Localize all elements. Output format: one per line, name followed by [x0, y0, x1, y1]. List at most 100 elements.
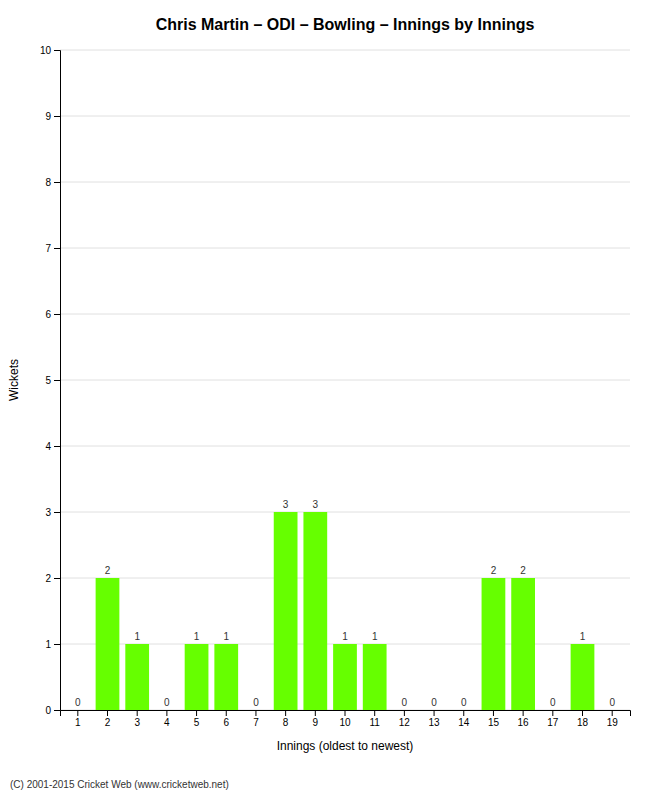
bar	[214, 644, 238, 710]
tick-label: 2	[105, 717, 111, 728]
grid-line	[60, 314, 630, 315]
tick-mark	[523, 710, 524, 716]
data-label: 1	[580, 631, 586, 642]
title: Chris Martin – ODI – Bowling – Innings b…	[156, 16, 535, 33]
data-labels: 0210110331100022010	[75, 499, 615, 708]
grid-line	[60, 248, 630, 249]
y-axis-title: Wickets	[7, 359, 21, 401]
grid-line	[60, 578, 630, 579]
tick-mark	[404, 710, 405, 716]
tick-label: 1	[75, 717, 81, 728]
tick-mark	[137, 710, 138, 716]
tick: 3	[45, 507, 60, 518]
tick: 2	[105, 710, 111, 728]
tick-label: 7	[253, 717, 259, 728]
data-label: 0	[461, 697, 467, 708]
tick-mark	[54, 50, 60, 51]
x-axis: 12345678910111213141516171819	[61, 710, 631, 728]
data-label: 1	[342, 631, 348, 642]
bar	[66, 710, 90, 711]
grid	[60, 50, 630, 710]
tick-label: 9	[313, 717, 319, 728]
data-label: 2	[491, 565, 497, 576]
tick-label: 12	[399, 717, 411, 728]
data-label: 3	[313, 499, 319, 510]
bar	[125, 644, 149, 710]
grid-line	[60, 380, 630, 381]
tick: 9	[45, 111, 60, 122]
bar	[511, 578, 535, 710]
tick: 4	[45, 441, 60, 452]
tick: 6	[223, 710, 229, 728]
tick: 4	[164, 710, 170, 728]
data-label: 2	[520, 565, 526, 576]
tick-label: 7	[45, 243, 51, 254]
tick-mark	[54, 644, 60, 645]
tick-mark	[54, 578, 60, 579]
axis-line	[54, 51, 61, 711]
chart: 0123456789101234567891011121314151617181…	[0, 0, 650, 800]
bar	[600, 710, 624, 711]
tick-label: 5	[45, 375, 51, 386]
tick: 5	[45, 375, 60, 386]
tick-mark	[582, 710, 583, 716]
data-label: 3	[283, 499, 289, 510]
bar	[303, 512, 327, 710]
bar	[274, 512, 298, 710]
tick-mark	[54, 512, 60, 513]
bar	[363, 644, 387, 710]
grid-line	[60, 50, 630, 51]
tick-mark	[374, 710, 375, 716]
tick: 8	[283, 710, 289, 728]
tick-mark	[166, 710, 167, 716]
grid-line	[60, 182, 630, 183]
tick-mark	[54, 314, 60, 315]
tick-label: 0	[45, 705, 51, 716]
tick: 3	[134, 710, 140, 728]
tick: 10	[339, 710, 351, 728]
tick-mark	[196, 710, 197, 716]
tick-mark	[345, 710, 346, 716]
grid-line	[60, 116, 630, 117]
tick-mark	[54, 380, 60, 381]
tick-mark	[612, 710, 613, 716]
tick-mark	[77, 710, 78, 716]
tick-mark	[54, 182, 60, 183]
tick: 11	[369, 710, 380, 728]
tick: 6	[45, 309, 60, 320]
bar	[422, 710, 446, 711]
tick-mark	[255, 710, 256, 716]
tick: 13	[429, 710, 441, 728]
tick-label: 3	[134, 717, 140, 728]
tick-label: 13	[429, 717, 441, 728]
tick-label: 9	[45, 111, 51, 122]
tick: 5	[194, 710, 200, 728]
data-label: 0	[609, 697, 615, 708]
tick-label: 16	[518, 717, 530, 728]
tick-mark	[434, 710, 435, 716]
tick-mark	[54, 446, 60, 447]
tick: 15	[488, 710, 500, 728]
tick-label: 18	[577, 717, 589, 728]
bar	[482, 578, 506, 710]
bar	[571, 644, 595, 710]
data-label: 1	[223, 631, 229, 642]
tick-mark	[107, 710, 108, 716]
tick-label: 4	[164, 717, 170, 728]
tick-label: 15	[488, 717, 500, 728]
tick: 19	[607, 710, 619, 728]
grid-line	[60, 512, 630, 513]
tick: 1	[45, 639, 60, 650]
tick-label: 1	[45, 639, 51, 650]
tick-label: 19	[607, 717, 619, 728]
tick-mark	[315, 710, 316, 716]
bars	[96, 512, 595, 710]
data-label: 0	[164, 697, 170, 708]
tick-mark	[54, 116, 60, 117]
tick-label: 3	[45, 507, 51, 518]
tick-label: 6	[45, 309, 51, 320]
tick: 2	[45, 573, 60, 584]
data-label: 0	[75, 697, 81, 708]
tick: 16	[518, 710, 530, 728]
tick-label: 5	[194, 717, 200, 728]
